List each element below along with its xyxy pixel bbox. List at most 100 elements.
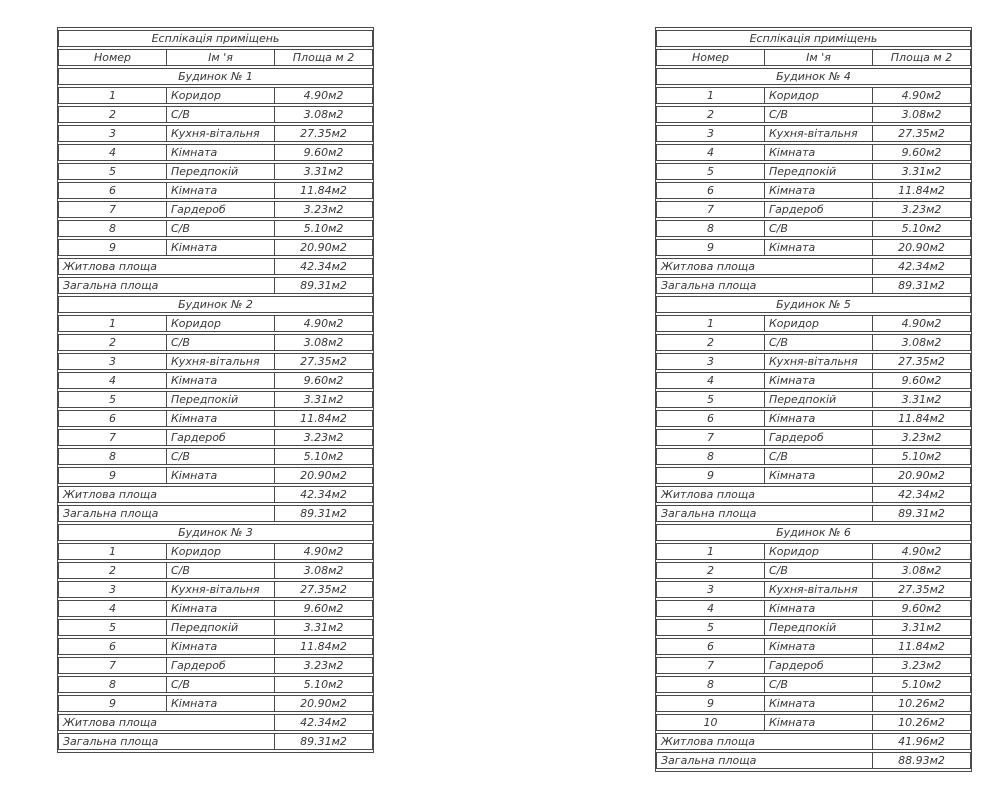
room-name: Передпокій — [167, 619, 275, 636]
room-number: 7 — [656, 201, 765, 218]
room-area: 5.10м2 — [275, 448, 373, 465]
room-name: Коридор — [167, 87, 275, 104]
room-number: 6 — [58, 638, 167, 655]
room-number: 5 — [656, 163, 765, 180]
room-area: 3.31м2 — [275, 619, 373, 636]
room-number: 8 — [58, 448, 167, 465]
total-area-row: Загальна площа 88.93м2 — [656, 752, 971, 769]
table-row: 3 Кухня-вітальня 27.35м2 — [656, 581, 971, 598]
section-header-row: Будинок № 3 — [58, 524, 373, 541]
section-header-row: Будинок № 4 — [656, 68, 971, 85]
total-area-value: 89.31м2 — [275, 733, 373, 750]
explication-table-left: Есплікація приміщень Номер Ім 'я Площа м 2 Б… — [57, 27, 374, 753]
living-area-label: Житлова площа — [656, 733, 873, 750]
room-name: С/В — [765, 334, 873, 351]
room-number: 9 — [58, 467, 167, 484]
room-name: Кухня-вітальня — [765, 125, 873, 142]
room-number: 9 — [58, 239, 167, 256]
room-number: 3 — [656, 353, 765, 370]
room-area: 3.31м2 — [873, 391, 971, 408]
living-area-row: Житлова площа 42.34м2 — [58, 714, 373, 731]
table-row: 1 Коридор 4.90м2 — [656, 543, 971, 560]
room-name: С/В — [765, 106, 873, 123]
room-name: С/В — [167, 106, 275, 123]
table-row: 4 Кімната 9.60м2 — [656, 600, 971, 617]
total-area-row: Загальна площа 89.31м2 — [656, 505, 971, 522]
room-number: 1 — [58, 315, 167, 332]
table-row: 2 С/В 3.08м2 — [656, 106, 971, 123]
room-number: 9 — [656, 467, 765, 484]
room-name: Гардероб — [765, 657, 873, 674]
room-area: 9.60м2 — [275, 600, 373, 617]
room-area: 3.23м2 — [873, 429, 971, 446]
room-name: Коридор — [167, 543, 275, 560]
table-row: 9 Кімната 20.90м2 — [656, 467, 971, 484]
room-area: 27.35м2 — [873, 581, 971, 598]
living-area-label: Житлова площа — [656, 486, 873, 503]
room-name: Кімната — [765, 410, 873, 427]
total-area-value: 89.31м2 — [275, 505, 373, 522]
table-title-row: Есплікація приміщень — [58, 30, 373, 47]
table-row: 8 С/В 5.10м2 — [656, 448, 971, 465]
room-name: Гардероб — [167, 201, 275, 218]
table-row: 6 Кімната 11.84м2 — [58, 410, 373, 427]
table-row: 2 С/В 3.08м2 — [656, 562, 971, 579]
table-row: 4 Кімната 9.60м2 — [58, 600, 373, 617]
room-area: 20.90м2 — [275, 467, 373, 484]
room-number: 6 — [58, 182, 167, 199]
room-area: 9.60м2 — [275, 372, 373, 389]
room-area: 3.23м2 — [275, 657, 373, 674]
total-area-label: Загальна площа — [656, 752, 873, 769]
room-number: 8 — [656, 448, 765, 465]
room-name: Гардероб — [765, 429, 873, 446]
table-row: 5 Передпокій 3.31м2 — [58, 391, 373, 408]
room-name: Кімната — [167, 600, 275, 617]
room-name: Кімната — [765, 372, 873, 389]
table-row: 9 Кімната 20.90м2 — [58, 695, 373, 712]
living-area-row: Житлова площа 41.96м2 — [656, 733, 971, 750]
table-row: 8 С/В 5.10м2 — [656, 676, 971, 693]
room-area: 5.10м2 — [873, 448, 971, 465]
living-area-value: 42.34м2 — [873, 258, 971, 275]
room-name: Кімната — [765, 239, 873, 256]
section-header: Будинок № 6 — [656, 524, 971, 541]
table-row: 2 С/В 3.08м2 — [58, 106, 373, 123]
room-area: 20.90м2 — [275, 239, 373, 256]
table-row: 8 С/В 5.10м2 — [656, 220, 971, 237]
room-area: 27.35м2 — [873, 125, 971, 142]
table-row: 6 Кімната 11.84м2 — [656, 182, 971, 199]
total-area-value: 89.31м2 — [275, 277, 373, 294]
table-row: 3 Кухня-вітальня 27.35м2 — [656, 353, 971, 370]
total-area-row: Загальна площа 89.31м2 — [58, 277, 373, 294]
explication-table-right: Есплікація приміщень Номер Ім 'я Площа м 2 Б… — [655, 27, 972, 772]
living-area-row: Житлова площа 42.34м2 — [58, 486, 373, 503]
room-number: 2 — [58, 106, 167, 123]
living-area-value: 42.34м2 — [275, 486, 373, 503]
room-number: 1 — [656, 87, 765, 104]
column-header: Площа м 2 — [275, 49, 373, 66]
room-number: 2 — [656, 106, 765, 123]
table-row: 8 С/В 5.10м2 — [58, 448, 373, 465]
section-header-row: Будинок № 1 — [58, 68, 373, 85]
room-name: Кухня-вітальня — [167, 581, 275, 598]
table-row: 5 Передпокій 3.31м2 — [656, 391, 971, 408]
table-row: 7 Гардероб 3.23м2 — [656, 657, 971, 674]
room-number: 1 — [58, 87, 167, 104]
table-row: 7 Гардероб 3.23м2 — [58, 201, 373, 218]
total-area-value: 89.31м2 — [873, 505, 971, 522]
table-row: 1 Коридор 4.90м2 — [58, 315, 373, 332]
room-name: Коридор — [765, 87, 873, 104]
room-number: 2 — [58, 562, 167, 579]
room-name: Передпокій — [167, 391, 275, 408]
table-row: 5 Передпокій 3.31м2 — [656, 619, 971, 636]
table-row: 10 Кімната 10.26м2 — [656, 714, 971, 731]
total-area-label: Загальна площа — [58, 733, 275, 750]
room-name: Гардероб — [167, 429, 275, 446]
room-number: 9 — [58, 695, 167, 712]
room-number: 1 — [656, 543, 765, 560]
room-name: С/В — [167, 334, 275, 351]
room-number: 6 — [656, 182, 765, 199]
room-name: Гардероб — [765, 201, 873, 218]
room-area: 5.10м2 — [275, 220, 373, 237]
table-row: 9 Кімната 20.90м2 — [656, 239, 971, 256]
